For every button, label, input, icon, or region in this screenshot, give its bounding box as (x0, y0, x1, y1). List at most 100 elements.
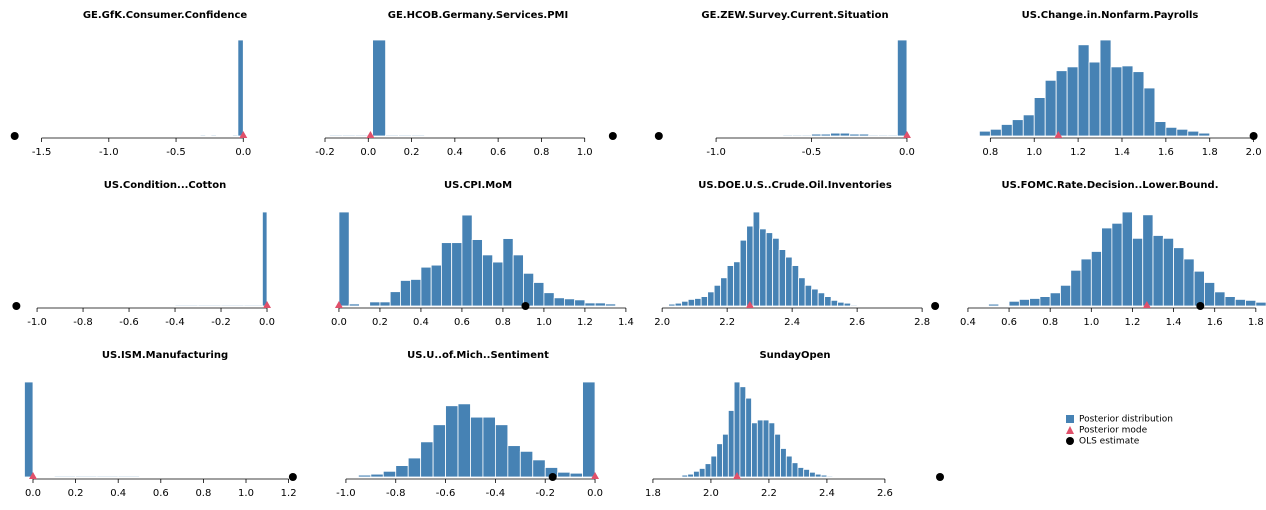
bar (1077, 44, 1090, 137)
bar (858, 133, 870, 137)
x-tick-label: 1.8 (1248, 317, 1264, 328)
bar (1000, 124, 1013, 137)
x-tick-label: -1.0 (99, 147, 119, 158)
bar (746, 225, 754, 307)
ols-estimate (548, 473, 557, 481)
bar (1018, 299, 1031, 307)
x-tick-label: 0.2 (372, 317, 388, 328)
x-tick-label: 1.2 (1124, 317, 1140, 328)
x-tick-label: -0.2 (211, 317, 231, 328)
bar (693, 470, 700, 478)
bar (791, 265, 800, 307)
bar (772, 237, 780, 307)
x-tick-label: 1.2 (577, 317, 593, 328)
bar (978, 130, 991, 137)
posterior-mode (263, 301, 272, 308)
x-tick-label: 1.6 (1207, 317, 1223, 328)
bar (830, 299, 839, 307)
bar (1121, 65, 1134, 137)
legend-label: Posterior mode (1079, 426, 1148, 436)
x-tick-label: -1.0 (706, 147, 726, 158)
bar (820, 133, 831, 137)
x-tick-label: -0.8 (73, 317, 93, 328)
posterior-mode (745, 301, 754, 308)
bar (762, 419, 770, 478)
x-tick-label: 0.2 (68, 488, 84, 499)
ols-estimate (288, 473, 297, 481)
bar (1070, 269, 1082, 307)
x-tick-label: 0.4 (110, 488, 126, 499)
x-tick-label: -1.0 (27, 317, 47, 328)
bar (24, 381, 34, 478)
ols-estimate (1196, 302, 1205, 310)
bar (582, 381, 596, 478)
bar (756, 419, 764, 478)
bar (117, 475, 140, 478)
x-tick-label: 1.2 (281, 488, 297, 499)
bar (564, 298, 576, 307)
bar (785, 256, 793, 307)
bar (492, 261, 504, 307)
x-tick-label: 0.6 (454, 317, 470, 328)
bar (553, 297, 565, 307)
bar (457, 403, 471, 478)
bar (569, 472, 583, 478)
bar (1165, 126, 1178, 137)
bar (792, 134, 803, 137)
x-tick-label: 2.2 (761, 488, 777, 499)
bar (53, 475, 76, 478)
x-tick-label: 1.0 (536, 317, 552, 328)
bar (385, 134, 399, 137)
bar (837, 301, 845, 307)
panel-title: GE.GfK.Consumer.Confidence (83, 10, 248, 21)
posterior-mode (334, 301, 343, 308)
panel-title: US.U..of.Mich..Sentiment (407, 350, 549, 361)
bar (461, 214, 473, 307)
bar (482, 416, 496, 478)
bar (745, 397, 752, 478)
bar (372, 39, 386, 137)
x-tick-label: 2.6 (849, 317, 865, 328)
bar (809, 471, 816, 478)
panel-title: GE.HCOB.Germany.Services.PMI (388, 10, 568, 21)
bar (96, 475, 119, 478)
x-tick-label: 0.8 (982, 147, 998, 158)
posterior-mode (28, 472, 37, 479)
x-tick-label: -0.2 (315, 147, 335, 158)
bar (710, 455, 718, 478)
bar (341, 134, 356, 137)
bar (369, 301, 381, 307)
legend-label: Posterior distribution (1079, 415, 1173, 425)
x-tick-label: 1.0 (577, 147, 593, 158)
bar (1060, 284, 1072, 307)
bar (681, 474, 689, 478)
bar (1224, 296, 1236, 307)
bar (1132, 71, 1145, 137)
x-tick-label: 2.0 (1246, 147, 1262, 158)
bar (681, 300, 689, 307)
bar (674, 302, 683, 307)
posterior-mode (902, 131, 911, 138)
bar (791, 462, 799, 478)
x-tick-label: -0.4 (165, 317, 185, 328)
bar (1187, 130, 1200, 137)
x-tick-label: 0.6 (153, 488, 169, 499)
bar (830, 132, 841, 137)
bar (1176, 128, 1189, 137)
bar (824, 296, 832, 307)
bar (1088, 61, 1101, 137)
bar (698, 468, 706, 478)
bar (574, 299, 586, 307)
bar (1055, 70, 1068, 137)
bar (445, 405, 459, 478)
bar (584, 302, 596, 307)
panel-title: US.Condition...Cotton (104, 180, 226, 191)
bar (778, 249, 787, 307)
legend-swatch (1066, 437, 1074, 445)
bar (733, 381, 741, 478)
bar (199, 134, 207, 137)
x-tick-label: 0.4 (960, 317, 976, 328)
panel-title: US.ISM.Manufacturing (102, 350, 228, 361)
bar (328, 134, 343, 137)
bar (700, 296, 709, 307)
